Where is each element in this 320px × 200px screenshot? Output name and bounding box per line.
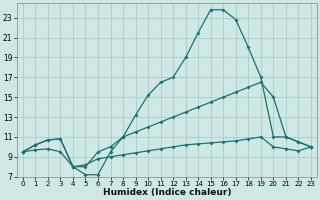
X-axis label: Humidex (Indice chaleur): Humidex (Indice chaleur) <box>103 188 231 197</box>
